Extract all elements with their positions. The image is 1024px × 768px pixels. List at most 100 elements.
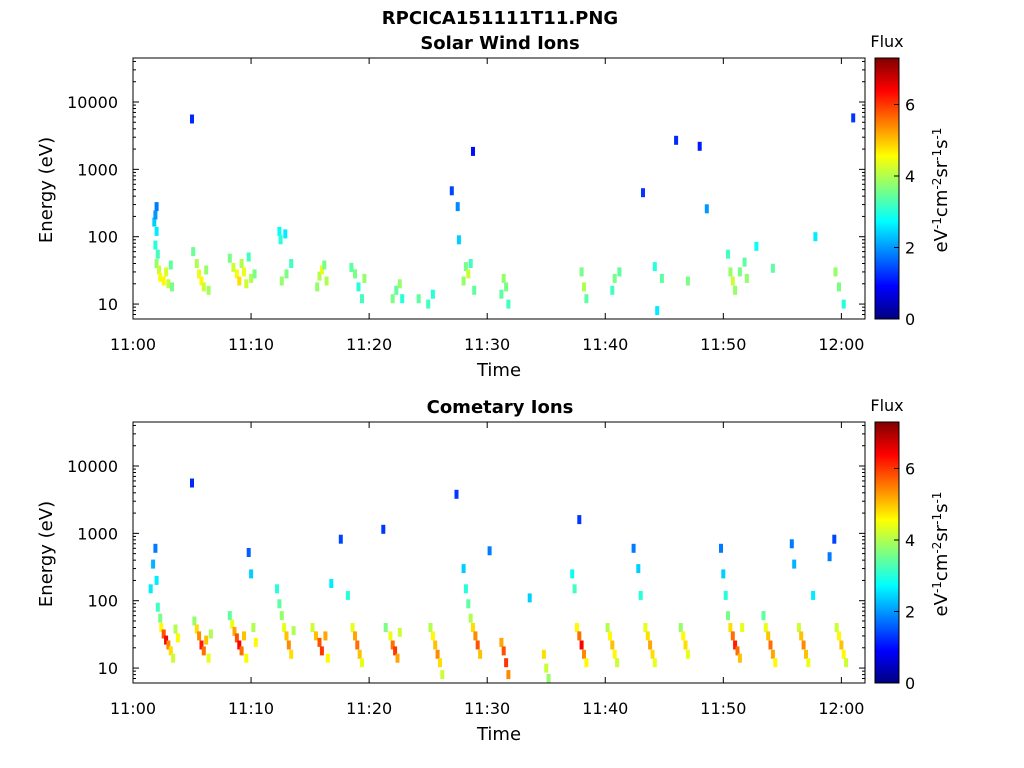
data-cell [833,267,838,277]
data-cell [577,515,582,525]
data-cell [284,269,289,279]
ticks-layer: 11:00 11:10 11:20 11:30 11:40 11:50 12:00 10 100… [67,58,865,354]
data-cell [322,260,327,270]
data-cell [615,658,620,668]
data-cell [770,649,775,659]
data-cell [430,289,435,299]
data-cell [383,623,388,632]
data-cell [201,282,206,292]
colorbar-title: Flux [870,32,903,51]
y-tick-label: 10000 [67,93,118,112]
x-tick-label: 11:30 [464,699,510,718]
data-cell [275,584,279,594]
data-cell [499,637,504,647]
data-cell [319,646,324,656]
data-cell [468,613,473,623]
panel-title: Cometary Ions [427,397,574,418]
colorbar-ticks: 0 2 4 6 [894,459,915,693]
data-cell [645,631,650,641]
data-cell [471,623,475,632]
y-tick-label: 1000 [77,524,118,543]
data-cell [151,559,156,569]
data-cell [317,271,322,281]
data-cell [723,590,728,600]
data-layer [152,113,856,316]
y-tick-label: 10000 [67,457,118,476]
data-cell [456,235,461,245]
data-cell [837,631,841,641]
data-cell [388,631,393,641]
colorbar-tick-label: 2 [905,602,915,621]
data-cell [501,273,506,283]
data-cell [246,548,251,557]
data-cell [400,294,405,304]
data-cell [813,232,818,242]
data-cell [153,240,158,250]
data-cell [153,210,158,220]
plot-frame [132,421,866,684]
data-cell [579,640,584,650]
data-cell [737,653,742,663]
data-cell [155,602,160,612]
data-cell [683,640,688,650]
data-cell [504,658,509,668]
data-cell [390,640,395,650]
data-cell [617,267,622,277]
data-cell [284,631,289,641]
data-cell [199,276,204,286]
data-cell [194,624,199,634]
data-cell [397,627,402,637]
data-cell [527,593,532,603]
data-cell [393,646,398,656]
data-cell [608,631,612,641]
data-cell [501,646,506,656]
data-cell [234,269,239,279]
data-cell [851,113,856,123]
data-cell [652,262,657,272]
data-cell [360,658,364,668]
data-cell [735,646,740,656]
data-cell [239,259,244,268]
ticks-layer: 11:00 11:10 11:20 11:30 11:40 11:50 12:00 10 100… [67,422,865,718]
data-cell [242,631,246,641]
data-cell [237,276,242,286]
data-cell [279,611,284,621]
data-cell [252,269,257,279]
data-cell [579,267,584,277]
data-cell [249,569,254,579]
data-cell [168,646,173,656]
data-cell [841,649,846,659]
data-cell [154,259,159,268]
data-cell [317,637,322,647]
data-cell [570,569,575,579]
data-cell [356,282,361,292]
data-cell [190,114,194,124]
x-tick-label: 11:00 [110,699,156,718]
data-cell [166,279,171,289]
x-tick-label: 11:10 [228,335,274,354]
x-tick-label: 12:00 [818,335,864,354]
data-cell [433,640,438,650]
data-cell [584,658,589,668]
data-cell [170,282,174,292]
data-cell [440,670,445,680]
data-cell [839,640,844,650]
data-cell [428,623,433,632]
data-cell [449,186,454,196]
colorbar-tick-label: 4 [905,531,915,550]
data-cell [291,626,296,636]
data-cell [397,279,402,289]
x-tick-label: 11:40 [582,699,628,718]
data-cell [763,623,768,632]
data-cell [338,534,343,544]
data-cell [157,265,161,275]
data-cell [208,629,213,639]
data-cell [768,640,773,650]
data-cell [582,282,586,292]
data-cell [199,640,204,650]
y-tick-label: 100 [87,228,118,247]
data-layer [148,478,849,683]
data-cell [435,649,440,659]
data-cell [461,276,466,286]
data-cell [158,613,163,623]
